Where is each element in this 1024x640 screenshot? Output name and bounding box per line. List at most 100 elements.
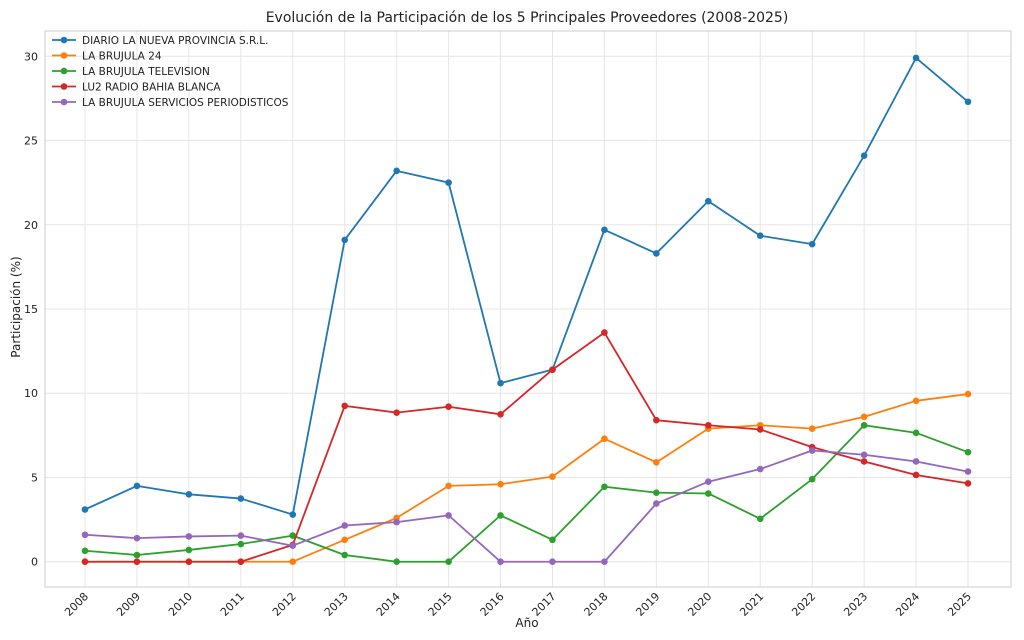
series-line [84,424,969,563]
x-tick-label: 2016 [478,590,507,619]
chart-title: Evolución de la Participación de los 5 P… [266,10,789,26]
plot-area-frame [44,30,1012,588]
data-point [860,421,868,429]
data-point [964,468,972,475]
data-point [808,425,816,432]
data-point [808,475,816,483]
legend-label: LA BRUJULA TELEVISION [82,66,210,78]
data-point [653,489,660,496]
data-point [601,226,608,234]
data-point [549,558,556,566]
data-point [860,413,868,421]
data-point [497,379,504,387]
data-point [912,54,920,62]
legend-label: LA BRUJULA SERVICIOS PERIODISTICOS [82,97,289,109]
data-point [653,500,660,507]
y-tick-label: 20 [24,219,38,232]
data-point [133,551,141,559]
data-point [653,416,660,424]
x-tick-label: 2022 [789,590,818,619]
data-point [497,512,504,519]
x-tick-label: 2010 [166,590,195,619]
data-point [704,421,712,429]
data-point [756,465,764,473]
data-point [185,558,193,566]
data-point [81,547,89,555]
legend-item: LA BRUJULA TELEVISION [52,66,210,78]
x-tick-label: 2023 [841,590,870,619]
x-tick-label: 2009 [114,590,143,619]
data-point [860,451,868,459]
data-point [912,458,920,465]
data-point [601,435,608,443]
data-point [601,483,608,491]
series-line [85,331,969,563]
data-point [341,536,349,544]
x-tick-label: 2024 [893,590,922,619]
data-point [237,540,245,548]
legend-swatch-marker [60,36,68,44]
data-point [912,397,920,405]
legend-swatch-marker [60,67,68,75]
data-point [912,471,920,479]
data-point [445,558,452,566]
x-axis-ticks: 2008 2009 2010 2011 2012 2013 2014 2015 2016 2017… [62,590,974,619]
legend-swatch-marker [60,52,68,59]
series-layer [81,54,972,566]
data-point [237,532,245,539]
data-point [964,448,972,456]
x-axis-label: Año [515,616,538,630]
grid-lines [45,31,1011,587]
data-point [341,551,349,559]
data-point [445,403,452,411]
data-point [912,429,920,437]
x-tick-label: 2017 [530,590,559,619]
data-point [237,495,245,502]
data-point [185,533,193,540]
data-point [497,480,504,488]
series-group [81,447,972,566]
y-tick-label: 25 [24,135,38,148]
data-point [81,558,89,566]
data-point [133,534,141,542]
data-point [393,167,400,175]
data-point [341,236,349,244]
y-axis-label: Participación (%) [9,256,23,357]
data-point [341,522,349,529]
data-point [653,459,660,466]
legend-label: DIARIO LA NUEVA PROVINCIA S.R.L. [82,35,268,47]
data-point [497,411,504,418]
data-point [808,240,816,248]
x-tick-label: 2008 [62,590,91,619]
data-point [445,512,452,519]
legend-item: LA BRUJULA SERVICIOS PERIODISTICOS [52,97,289,109]
data-point [601,558,608,566]
legend-item: LU2 RADIO BAHIA BLANCA [52,82,221,94]
data-point [289,532,297,539]
series-group [81,421,972,566]
data-point [964,390,972,398]
y-tick-label: 5 [31,471,38,484]
data-point [549,536,556,544]
data-point [185,491,193,498]
data-point [393,409,400,416]
data-point [289,511,297,518]
x-tick-label: 2013 [322,590,351,619]
x-tick-label: 2019 [633,590,662,619]
series-group [81,54,972,518]
data-point [808,447,816,454]
data-point [393,558,400,566]
x-tick-label: 2020 [685,590,714,619]
y-tick-label: 30 [24,50,38,63]
data-point [964,480,972,487]
series-line [84,449,969,563]
legend-item: LA BRUJULA 24 [52,51,162,63]
y-tick-label: 15 [24,303,38,316]
data-point [237,558,245,566]
data-point [341,402,349,410]
x-tick-label: 2014 [374,590,403,619]
data-point [133,482,141,490]
data-point [860,458,868,465]
data-point [704,490,712,497]
